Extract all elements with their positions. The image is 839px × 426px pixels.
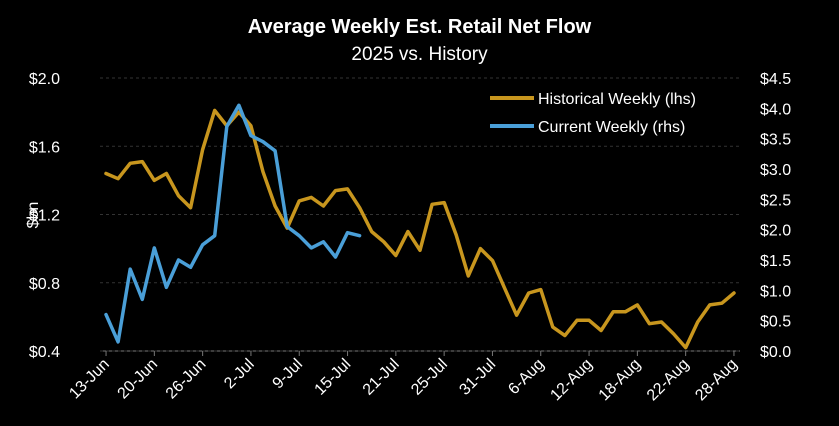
y-right-tick-label: $2.0: [760, 223, 791, 240]
x-tick-label: 2-Jul: [221, 356, 258, 393]
x-tick-label: 25-Jul: [408, 356, 451, 399]
legend-label: Historical Weekly (lhs): [538, 91, 696, 108]
x-tick-label: 31-Jul: [456, 356, 499, 399]
x-tick-label: 22-Aug: [644, 356, 693, 405]
y-left-tick-label: $0.8: [29, 276, 60, 293]
x-tick-label: 13-Jun: [66, 356, 113, 403]
x-tick-label: 18-Aug: [596, 356, 645, 405]
current-weekly-line: [104, 103, 362, 344]
chart-subtitle: 2025 vs. History: [351, 44, 488, 65]
x-tick-label: 21-Jul: [360, 356, 403, 399]
x-tick-label: 28-Aug: [692, 356, 741, 405]
y-right-tick-label: $4.0: [760, 101, 791, 118]
y-right-tick-label: $1.0: [760, 283, 791, 300]
historical-weekly-line: [104, 108, 736, 350]
chart-title: Average Weekly Est. Retail Net Flow: [247, 16, 592, 38]
y-right-tick-label: $1.5: [760, 253, 791, 270]
y-left-tick-label: $2.0: [29, 71, 60, 88]
y-right-tick-label: $2.5: [760, 192, 791, 209]
y-left-tick-label: $1.2: [29, 208, 60, 225]
y-right-tick-label: $3.0: [760, 162, 791, 179]
y-left-tick-label: $1.6: [29, 139, 60, 156]
x-tick-label: 9-Jul: [270, 356, 307, 393]
y-left-tick-label: $0.4: [29, 344, 60, 361]
x-tick-label: 20-Jun: [115, 356, 162, 403]
legend-label: Current Weekly (rhs): [538, 119, 685, 136]
y-left-axis-label: $bn: [25, 202, 42, 229]
y-right-tick-label: $4.5: [760, 71, 791, 88]
x-tick-label: 15-Jul: [312, 356, 355, 399]
x-tick-label: 12-Aug: [547, 356, 596, 405]
x-tick-label: 26-Jun: [163, 356, 210, 403]
y-right-tick-label: $0.0: [760, 344, 791, 361]
y-right-tick-label: $3.5: [760, 132, 791, 149]
y-right-tick-label: $0.5: [760, 314, 791, 331]
x-tick-label: 6-Aug: [505, 356, 547, 398]
